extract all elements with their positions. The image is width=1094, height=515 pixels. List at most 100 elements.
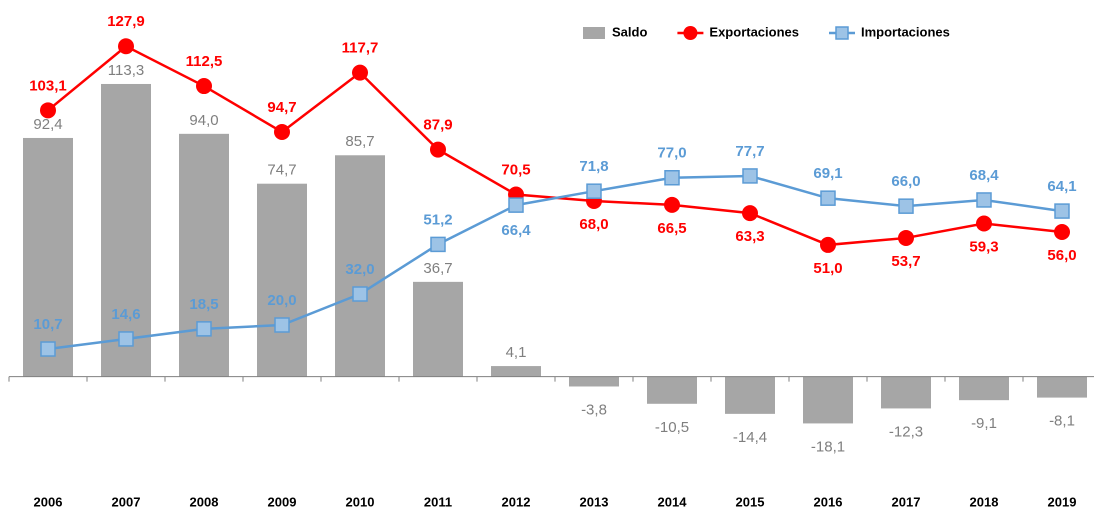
data-label: 59,3: [969, 238, 998, 255]
legend-label: Exportaciones: [709, 24, 799, 39]
marker: [1054, 203, 1070, 219]
legend-swatch: [835, 26, 849, 40]
marker: [118, 38, 134, 55]
marker: [742, 168, 758, 184]
marker: [664, 196, 680, 213]
data-label: 127,9: [107, 13, 145, 30]
marker: [274, 317, 290, 333]
bar: [1037, 376, 1087, 398]
x-tick-label: 2012: [502, 494, 531, 509]
bar-label: 94,0: [189, 112, 218, 129]
bar: [23, 137, 73, 377]
bar-label: -8,1: [1049, 413, 1075, 430]
x-tick-label: 2009: [268, 494, 297, 509]
bar-label: 113,3: [108, 62, 144, 79]
x-tick-label: 2015: [736, 494, 765, 509]
marker: [1054, 224, 1070, 240]
data-label: 77,7: [735, 143, 764, 160]
data-label: 14,6: [111, 306, 140, 323]
bar-label: -18,1: [811, 438, 845, 455]
x-tick-label: 2017: [892, 494, 921, 509]
marker: [664, 170, 680, 186]
data-label: 112,5: [186, 53, 223, 70]
data-label: 32,0: [345, 261, 374, 278]
bar-label: -3,8: [581, 401, 607, 418]
bar: [491, 366, 541, 377]
bar-label: 74,7: [267, 162, 296, 179]
marker: [196, 78, 212, 95]
data-label: 18,5: [189, 296, 218, 313]
x-tick-label: 2011: [424, 494, 452, 509]
legend-swatch: [583, 27, 605, 39]
data-label: 56,0: [1047, 247, 1076, 264]
x-tick-label: 2008: [190, 494, 219, 509]
data-label: 71,8: [579, 158, 608, 175]
data-label: 94,7: [267, 99, 296, 116]
marker: [196, 321, 212, 337]
bar-label: -12,3: [889, 423, 923, 440]
data-label: 66,0: [891, 173, 920, 190]
bar-label: -9,1: [971, 415, 997, 432]
x-tick-label: 2010: [346, 494, 375, 509]
x-tick-label: 2019: [1048, 494, 1077, 509]
marker: [898, 229, 914, 246]
bar: [413, 281, 463, 377]
data-label: 51,2: [423, 211, 452, 228]
x-tick-label: 2016: [814, 494, 843, 509]
bar: [569, 376, 619, 387]
bar: [335, 155, 385, 377]
bar: [101, 83, 151, 377]
marker: [274, 124, 290, 141]
bar: [647, 376, 697, 404]
marker: [742, 205, 758, 222]
marker: [976, 215, 992, 232]
data-label: 70,5: [501, 162, 530, 179]
data-label: 66,5: [657, 220, 686, 237]
data-label: 53,7: [891, 253, 920, 270]
bar-label: 4,1: [506, 344, 527, 361]
data-label: 77,0: [657, 145, 686, 162]
data-label: 66,4: [501, 222, 531, 239]
bar: [803, 376, 853, 424]
bar: [725, 376, 775, 414]
x-tick-label: 2014: [658, 494, 688, 509]
marker: [118, 331, 134, 347]
bar: [257, 183, 307, 377]
data-label: 103,1: [29, 77, 67, 94]
legend-label: Importaciones: [861, 24, 950, 39]
x-tick-label: 2013: [580, 494, 609, 509]
marker: [430, 236, 446, 253]
x-tick-label: 2006: [34, 494, 63, 509]
bar: [179, 133, 229, 377]
x-tick-label: 2018: [970, 494, 999, 509]
marker: [352, 64, 368, 81]
bar-label: -14,4: [733, 429, 767, 446]
bar: [959, 376, 1009, 401]
data-label: 10,7: [33, 316, 62, 333]
marker: [40, 341, 56, 357]
bar-label: 36,7: [423, 260, 452, 277]
bar-label: -10,5: [655, 419, 689, 436]
data-label: 63,3: [735, 228, 764, 245]
data-label: 51,0: [813, 260, 842, 277]
data-label: 87,9: [423, 117, 452, 134]
marker: [820, 190, 836, 206]
marker: [508, 197, 524, 213]
data-label: 64,1: [1047, 178, 1076, 195]
data-label: 68,0: [579, 216, 608, 233]
legend-label: Saldo: [612, 24, 647, 39]
marker: [430, 141, 446, 158]
bar: [881, 376, 931, 409]
line: [47, 174, 1063, 351]
data-label: 68,4: [969, 167, 999, 184]
marker: [586, 183, 602, 199]
data-label: 117,7: [342, 40, 379, 57]
bar-label: 85,7: [345, 133, 374, 150]
marker: [40, 102, 56, 119]
marker: [352, 286, 368, 302]
marker: [820, 236, 836, 253]
x-tick-label: 2007: [112, 494, 141, 509]
bar-label: 92,4: [33, 116, 62, 133]
data-label: 69,1: [813, 165, 842, 182]
